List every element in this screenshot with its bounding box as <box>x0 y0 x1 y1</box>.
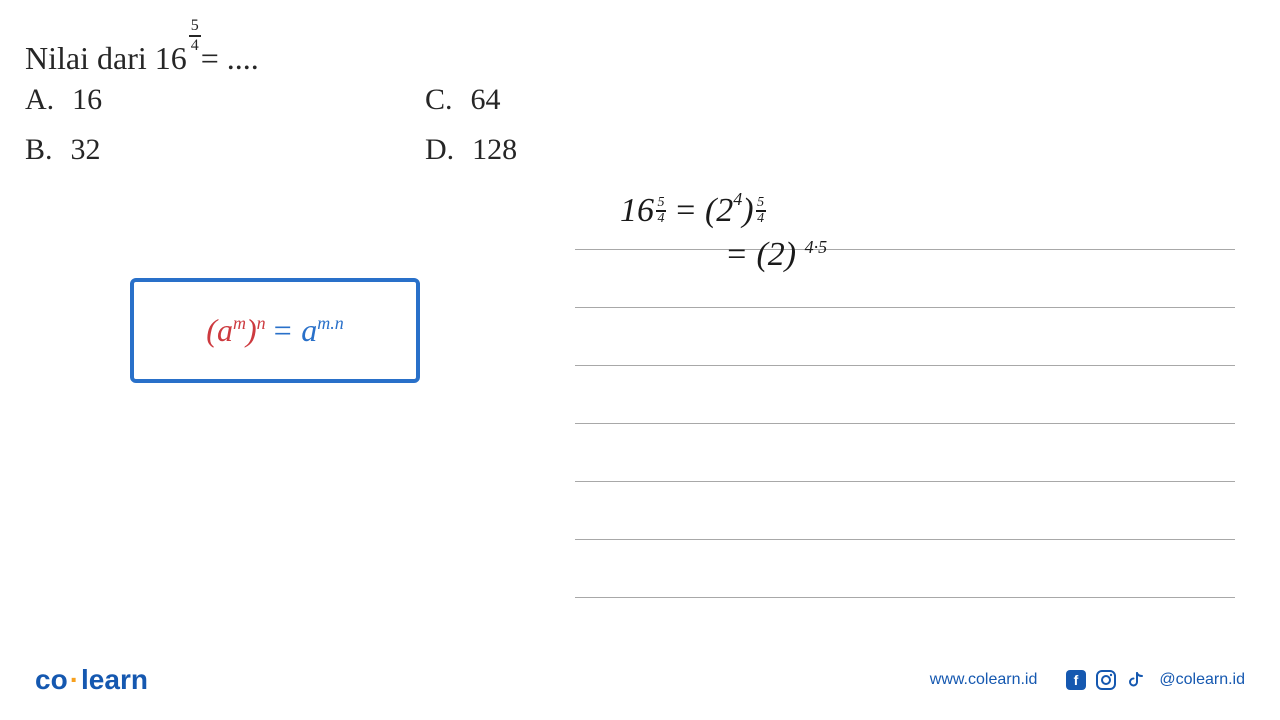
work-l2-eq: = <box>725 236 756 273</box>
option-b-letter: B. <box>25 133 53 167</box>
social-handle: @colearn.id <box>1159 671 1245 689</box>
option-b: B. 32 <box>25 125 425 175</box>
option-d-letter: D. <box>425 133 454 167</box>
work-l1-eq: = <box>674 192 697 230</box>
frac-num: 5 <box>658 197 665 210</box>
formula-right-base: a <box>301 312 317 348</box>
footer-url: www.colearn.id <box>930 671 1038 689</box>
notebook-line <box>575 366 1235 424</box>
formula-box: (am)n = am.n <box>130 278 420 383</box>
exp-numerator: 5 <box>191 18 199 34</box>
logo-dot: · <box>70 664 79 695</box>
logo-learn: learn <box>81 664 148 695</box>
option-d: D. 128 <box>425 125 825 175</box>
formula-content: (am)n = am.n <box>206 312 343 349</box>
option-d-value: 128 <box>472 133 517 167</box>
svg-text:f: f <box>1074 672 1079 688</box>
tiktok-icon <box>1125 669 1147 691</box>
formula-right-sup: m.n <box>317 313 344 333</box>
formula-left-n: n <box>257 313 266 333</box>
work-area: 16 5 4 = (2 4 ) 5 4 = (2) 4·5 <box>620 192 827 274</box>
question-text: Nilai dari 16 5 4 = .... <box>25 18 259 74</box>
option-b-value: 32 <box>71 133 101 167</box>
notebook-line <box>575 540 1235 598</box>
work-l1-close: ) <box>742 192 753 230</box>
work-l2-base: (2) <box>756 236 796 273</box>
work-l1-right-frac: 5 4 <box>756 197 766 226</box>
question-exponent: 5 4 <box>189 18 201 54</box>
frac-den: 4 <box>658 213 665 226</box>
work-l1-open: (2 <box>705 192 733 230</box>
option-c-letter: C. <box>425 83 453 117</box>
formula-left-m: m <box>233 313 246 333</box>
footer: co·learn www.colearn.id f @colearn.id <box>0 664 1280 696</box>
work-l1-left-frac: 5 4 <box>656 197 666 226</box>
logo: co·learn <box>35 664 148 696</box>
work-line-2: = (2) 4·5 <box>725 236 827 274</box>
notebook-line <box>575 308 1235 366</box>
question-suffix: = .... <box>201 42 259 74</box>
formula-right: = am.n <box>272 312 344 349</box>
work-l1-base: 16 <box>620 192 654 230</box>
option-a: A. 16 <box>25 75 425 125</box>
notebook-line <box>575 482 1235 540</box>
logo-co: co <box>35 664 68 695</box>
work-l2-sup: 4·5 <box>805 237 828 257</box>
notebook-line <box>575 424 1235 482</box>
option-c: C. 64 <box>425 75 825 125</box>
work-line-1: 16 5 4 = (2 4 ) 5 4 <box>620 192 827 230</box>
option-c-value: 64 <box>471 83 501 117</box>
option-a-letter: A. <box>25 83 54 117</box>
exp-denominator: 4 <box>191 38 199 54</box>
work-l1-sup1: 4 <box>733 189 742 210</box>
formula-left-paren: ) <box>246 312 257 348</box>
formula-left: (am)n <box>206 312 265 349</box>
social-icons: f @colearn.id <box>1065 669 1245 691</box>
frac-den: 4 <box>757 213 764 226</box>
question-prefix: Nilai dari 16 <box>25 42 187 74</box>
formula-eq: = <box>272 312 302 348</box>
formula-left-base: (a <box>206 312 233 348</box>
options-grid: A. 16 C. 64 B. 32 D. 128 <box>25 75 825 175</box>
frac-num: 5 <box>757 197 764 210</box>
facebook-icon: f <box>1065 669 1087 691</box>
instagram-icon <box>1095 669 1117 691</box>
option-a-value: 16 <box>72 83 102 117</box>
